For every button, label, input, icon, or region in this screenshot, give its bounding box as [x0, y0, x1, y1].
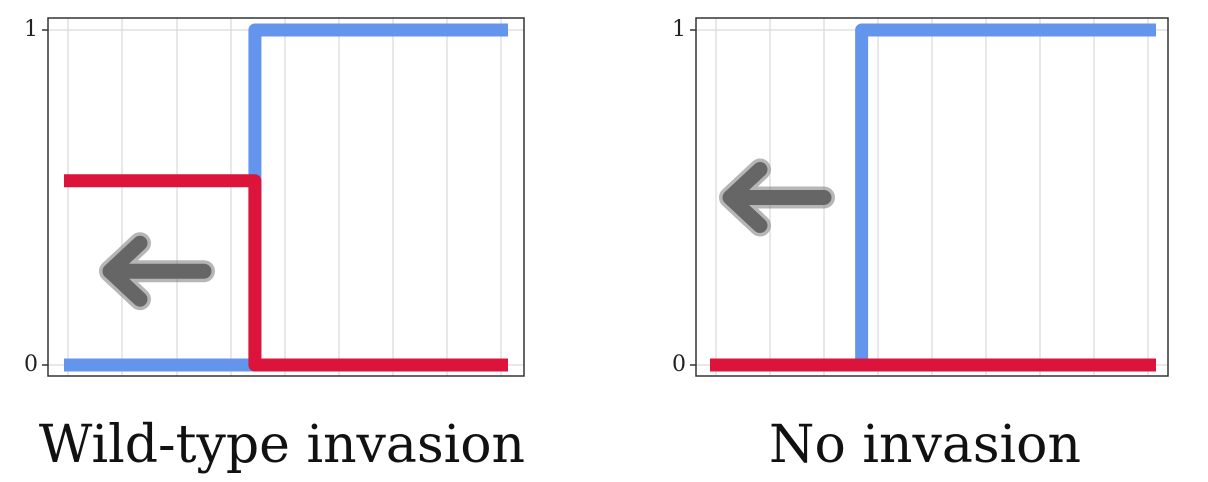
plot-frame: [695, 17, 1169, 377]
panel-no-invasion: 0 1 No invasion: [672, 17, 1169, 475]
y-tick-label-1: 1: [672, 17, 686, 42]
panel-title: Wild-type invasion: [39, 415, 525, 475]
y-tick-label-0: 0: [672, 352, 686, 377]
left-arrow-icon: [719, 158, 835, 237]
series-red-line: [64, 174, 508, 372]
panel-wild-type-invasion: 0 1 Wild-type invasion: [24, 17, 525, 475]
left-arrow-icon: [99, 232, 215, 311]
plot-frame: [47, 17, 525, 377]
y-tick-label-0: 0: [24, 352, 38, 377]
series-blue-line: [855, 23, 1156, 365]
y-tick-label-1: 1: [24, 17, 38, 42]
panel-title: No invasion: [769, 415, 1081, 475]
series-blue-line: [64, 23, 508, 372]
